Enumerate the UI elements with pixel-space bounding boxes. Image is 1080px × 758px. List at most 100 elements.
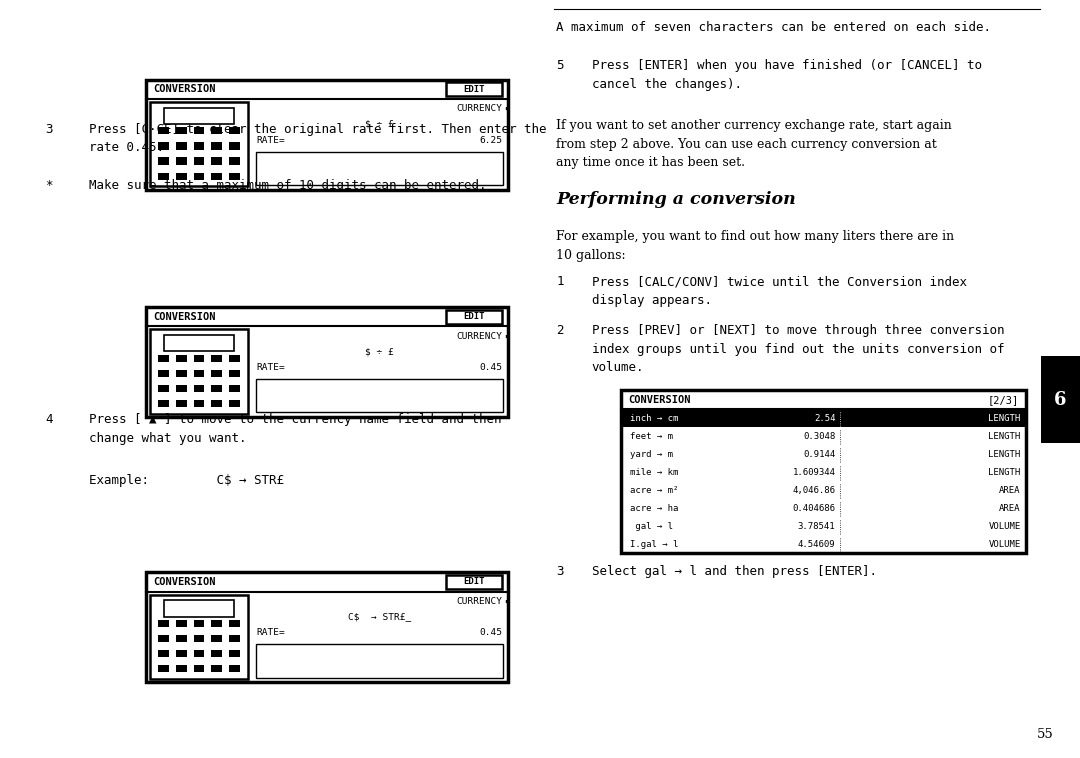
Bar bbox=[176, 127, 187, 134]
Text: Press [ ▲ ] to move to the currency name field and then
change what you want.: Press [ ▲ ] to move to the currency name… bbox=[89, 413, 501, 445]
Bar bbox=[158, 666, 168, 672]
Text: *: * bbox=[45, 179, 53, 192]
Bar bbox=[158, 127, 168, 134]
Bar bbox=[164, 108, 234, 124]
Text: feet → m: feet → m bbox=[630, 431, 673, 440]
Text: Press [ENTER] when you have finished (or [CANCEL] to
cancel the changes).: Press [ENTER] when you have finished (or… bbox=[592, 59, 982, 91]
Bar bbox=[229, 143, 240, 149]
Text: LENGTH: LENGTH bbox=[988, 468, 1021, 477]
Bar bbox=[193, 385, 204, 392]
Bar bbox=[146, 572, 508, 682]
Bar bbox=[176, 173, 187, 180]
Bar bbox=[256, 152, 503, 185]
Bar bbox=[176, 635, 187, 642]
Text: 6.25: 6.25 bbox=[480, 136, 502, 145]
Bar bbox=[229, 650, 240, 657]
Text: C$  → STR£_: C$ → STR£_ bbox=[348, 612, 411, 622]
Text: 3: 3 bbox=[45, 123, 53, 136]
Text: LENGTH: LENGTH bbox=[988, 414, 1021, 423]
Bar bbox=[193, 143, 204, 149]
Bar bbox=[229, 666, 240, 672]
Bar bbox=[212, 635, 222, 642]
Bar bbox=[446, 310, 502, 324]
Bar bbox=[212, 173, 222, 180]
Text: I.gal → l: I.gal → l bbox=[630, 540, 678, 549]
Bar bbox=[621, 390, 1026, 553]
Text: [2/3]: [2/3] bbox=[987, 395, 1018, 405]
Bar bbox=[158, 620, 168, 627]
Bar bbox=[212, 127, 222, 134]
Bar bbox=[150, 329, 247, 414]
Text: mile → km: mile → km bbox=[630, 468, 678, 477]
Bar bbox=[193, 650, 204, 657]
Text: Make sure that a maximum of 10 digits can be entered.: Make sure that a maximum of 10 digits ca… bbox=[89, 179, 486, 192]
Bar bbox=[212, 620, 222, 627]
Bar bbox=[176, 385, 187, 392]
Text: gal → l: gal → l bbox=[630, 522, 673, 531]
Bar bbox=[621, 409, 1026, 428]
Text: 0.3048: 0.3048 bbox=[804, 431, 836, 440]
Bar bbox=[446, 83, 502, 96]
Text: Press [CALC/CONV] twice until the Conversion index
display appears.: Press [CALC/CONV] twice until the Conver… bbox=[592, 275, 967, 307]
Bar bbox=[164, 600, 234, 616]
Bar bbox=[146, 80, 508, 190]
Text: ▪: ▪ bbox=[504, 332, 509, 340]
Text: 0.404686: 0.404686 bbox=[793, 504, 836, 512]
Bar bbox=[158, 355, 168, 362]
Text: VOLUME: VOLUME bbox=[988, 522, 1021, 531]
Text: A maximum of seven characters can be entered on each side.: A maximum of seven characters can be ent… bbox=[556, 21, 991, 34]
Bar bbox=[176, 400, 187, 407]
Text: 4.54609: 4.54609 bbox=[798, 540, 836, 549]
Bar bbox=[193, 400, 204, 407]
Bar bbox=[193, 370, 204, 377]
Text: EDIT: EDIT bbox=[463, 85, 485, 94]
Bar bbox=[193, 127, 204, 134]
Text: Example:         C$ → STR£: Example: C$ → STR£ bbox=[89, 474, 284, 487]
Bar bbox=[176, 650, 187, 657]
Text: CONVERSION: CONVERSION bbox=[153, 312, 216, 321]
Bar bbox=[229, 620, 240, 627]
Bar bbox=[193, 620, 204, 627]
Text: If you want to set another currency exchange rate, start again
from step 2 above: If you want to set another currency exch… bbox=[556, 119, 951, 169]
Text: EDIT: EDIT bbox=[463, 578, 485, 587]
Text: LENGTH: LENGTH bbox=[988, 431, 1021, 440]
Text: ▪: ▪ bbox=[504, 597, 509, 606]
Text: 6: 6 bbox=[1054, 391, 1067, 409]
Text: 4: 4 bbox=[45, 413, 53, 426]
Text: 0.9144: 0.9144 bbox=[804, 449, 836, 459]
Text: $ ÷ £: $ ÷ £ bbox=[365, 347, 394, 356]
Text: 3.78541: 3.78541 bbox=[798, 522, 836, 531]
Bar bbox=[164, 335, 234, 351]
Bar bbox=[446, 575, 502, 589]
Text: CURRENCY: CURRENCY bbox=[456, 597, 502, 606]
Text: 1: 1 bbox=[556, 275, 564, 288]
Text: RATE=: RATE= bbox=[256, 136, 285, 145]
Bar bbox=[212, 400, 222, 407]
Bar bbox=[212, 666, 222, 672]
Bar bbox=[229, 400, 240, 407]
Text: RATE=: RATE= bbox=[256, 628, 285, 637]
Bar bbox=[229, 158, 240, 164]
Bar bbox=[150, 102, 247, 186]
Bar bbox=[256, 644, 503, 678]
Text: 5: 5 bbox=[556, 59, 564, 72]
Bar bbox=[193, 635, 204, 642]
Text: CURRENCY: CURRENCY bbox=[456, 332, 502, 340]
Text: CONVERSION: CONVERSION bbox=[629, 395, 691, 405]
Text: CONVERSION: CONVERSION bbox=[153, 84, 216, 94]
Bar bbox=[158, 143, 168, 149]
Bar bbox=[158, 370, 168, 377]
Text: 55: 55 bbox=[1037, 728, 1054, 741]
Text: Performing a conversion: Performing a conversion bbox=[556, 191, 796, 208]
Bar bbox=[212, 143, 222, 149]
Text: VOLUME: VOLUME bbox=[988, 540, 1021, 549]
Bar bbox=[176, 143, 187, 149]
Text: EDIT: EDIT bbox=[463, 312, 485, 321]
Text: 2: 2 bbox=[556, 324, 564, 337]
Text: RATE=: RATE= bbox=[256, 363, 285, 372]
Bar bbox=[146, 307, 508, 417]
Bar bbox=[193, 355, 204, 362]
Text: 2.54: 2.54 bbox=[814, 414, 836, 423]
Text: acre → m²: acre → m² bbox=[630, 486, 678, 495]
Bar bbox=[1041, 356, 1080, 443]
